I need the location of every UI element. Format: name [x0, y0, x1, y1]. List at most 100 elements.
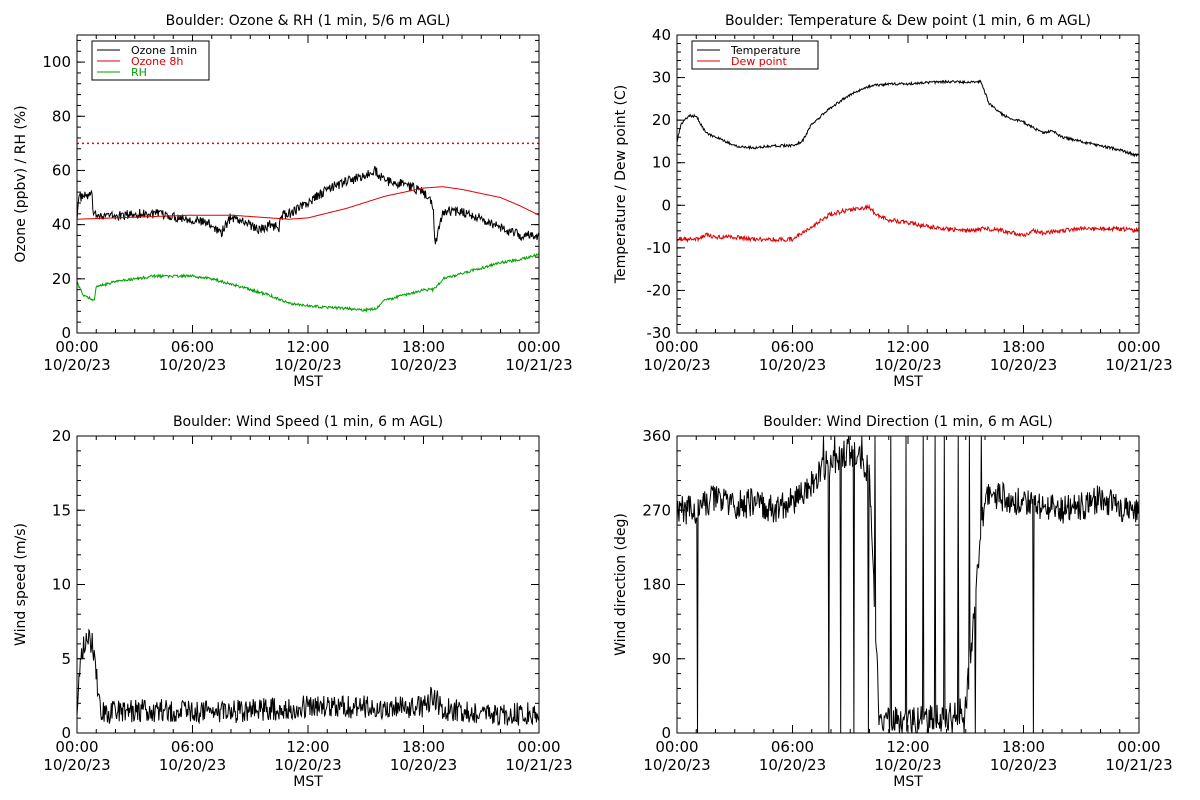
chart-title: Boulder: Wind Speed (1 min, 6 m AGL) [173, 414, 443, 430]
x-tick-label-date: 10/20/23 [274, 356, 341, 374]
plot-area [77, 142, 539, 314]
x-tick-label-date: 10/20/23 [990, 756, 1057, 774]
y-tick-label: 270 [642, 501, 671, 519]
y-tick-label: 80 [52, 107, 71, 125]
x-tick-label-date: 10/21/23 [505, 756, 572, 774]
y-tick-label: 20 [52, 270, 71, 288]
series-line-rh [77, 253, 539, 314]
ozone-rh-panel: Boulder: Ozone & RH (1 min, 5/6 m AGL) Oz… [13, 13, 573, 390]
y-tick-label: 100 [42, 53, 71, 71]
plot-frame [676, 435, 1140, 734]
y-tick-label: 40 [52, 216, 71, 234]
legend-label: Temperature [730, 44, 801, 57]
plot-area [677, 436, 1139, 733]
wind-direction-panel: Boulder: Wind Direction (1 min, 6 m AGL)… [613, 414, 1173, 790]
chart-title: Boulder: Temperature & Dew point (1 min,… [725, 13, 1091, 29]
plot-frame [76, 34, 540, 334]
series-line-wind-speed [77, 628, 539, 726]
series-line-wind-direction [677, 436, 1139, 733]
x-tick-label-date: 10/21/23 [1105, 356, 1172, 374]
y-tick-label: 60 [52, 161, 71, 179]
x-tick-label-time: 12:00 [886, 738, 929, 756]
x-axis-label: MST [293, 374, 323, 390]
y-tick-label: 10 [52, 576, 71, 594]
x-tick-label-date: 10/20/23 [43, 756, 110, 774]
y-axis-label: Wind direction (deg) [613, 513, 629, 656]
x-tick-label-time: 18:00 [1002, 338, 1045, 356]
x-tick-label-date: 10/20/23 [159, 756, 226, 774]
x-tick-label-date: 10/20/23 [390, 356, 457, 374]
x-tick-label-date: 10/20/23 [274, 756, 341, 774]
x-tick-label-date: 10/20/23 [874, 756, 941, 774]
series-line-temperature [677, 79, 1139, 158]
legend-label: Dew point [731, 55, 787, 68]
x-tick-label-date: 10/21/23 [1105, 756, 1172, 774]
x-tick-label-date: 10/20/23 [159, 356, 226, 374]
x-tick-label-date: 10/20/23 [990, 356, 1057, 374]
x-axis-label: MST [893, 774, 923, 790]
x-tick-label-date: 10/20/23 [390, 756, 457, 774]
y-tick-label: 15 [52, 501, 71, 519]
legend-label: Ozone 1min [131, 44, 197, 57]
legend-label: Ozone 8h [131, 55, 183, 68]
y-tick-label: 90 [652, 650, 671, 668]
y-tick-label: 360 [642, 427, 671, 445]
plot-frame [676, 34, 1140, 334]
x-tick-label-time: 00:00 [655, 338, 698, 356]
x-tick-label-time: 00:00 [517, 338, 560, 356]
x-tick-label-time: 00:00 [55, 338, 98, 356]
y-tick-label: -20 [647, 281, 672, 299]
series-line-dew-point [677, 203, 1139, 243]
y-axis-label: Temperature / Dew point (C) [613, 85, 629, 284]
y-axis-label: Wind speed (m/s) [13, 523, 29, 646]
y-tick-label: 5 [61, 650, 71, 668]
x-tick-label-date: 10/20/23 [43, 356, 110, 374]
x-tick-label-time: 00:00 [655, 738, 698, 756]
plot-frame [76, 435, 540, 734]
x-tick-label-time: 00:00 [1117, 738, 1160, 756]
y-tick-label: 20 [52, 427, 71, 445]
x-tick-label-time: 00:00 [517, 738, 560, 756]
x-tick-label-time: 06:00 [771, 738, 814, 756]
chart-title: Boulder: Wind Direction (1 min, 6 m AGL) [763, 414, 1052, 430]
y-tick-label: 180 [642, 576, 671, 594]
series-line-ozone-1min [77, 165, 539, 245]
y-tick-label: 30 [652, 69, 671, 87]
y-tick-label: 20 [652, 111, 671, 129]
x-tick-label-date: 10/20/23 [759, 756, 826, 774]
x-tick-label-date: 10/20/23 [874, 356, 941, 374]
chart-title: Boulder: Ozone & RH (1 min, 5/6 m AGL) [166, 13, 451, 29]
x-tick-label-time: 00:00 [1117, 338, 1160, 356]
wind-speed-panel: Boulder: Wind Speed (1 min, 6 m AGL) Wind… [13, 414, 573, 790]
x-tick-label-date: 10/21/23 [505, 356, 572, 374]
x-tick-label-time: 18:00 [1002, 738, 1045, 756]
x-tick-label-time: 06:00 [171, 338, 214, 356]
y-tick-label: 10 [652, 154, 671, 172]
legend-box [691, 40, 819, 70]
y-tick-label: 0 [61, 324, 71, 342]
x-axis-label: MST [293, 774, 323, 790]
x-tick-label-time: 12:00 [286, 338, 329, 356]
series-line-ozone-8h [77, 186, 539, 220]
plot-area [677, 79, 1139, 243]
y-tick-label: 40 [652, 26, 671, 44]
x-tick-label-time: 12:00 [886, 338, 929, 356]
legend-label: RH [131, 66, 147, 79]
x-tick-label-time: 18:00 [402, 738, 445, 756]
y-tick-label: 0 [661, 196, 671, 214]
x-tick-label-time: 12:00 [286, 738, 329, 756]
plot-area [77, 628, 539, 726]
y-tick-label: -30 [647, 324, 672, 342]
x-tick-label-time: 06:00 [771, 338, 814, 356]
x-axis-label: MST [893, 374, 923, 390]
x-tick-label-date: 10/20/23 [643, 756, 710, 774]
y-axis-label: Ozone (ppbv) / RH (%) [13, 105, 29, 262]
x-tick-label-time: 06:00 [171, 738, 214, 756]
y-tick-label: 0 [61, 724, 71, 742]
x-tick-label-time: 18:00 [402, 338, 445, 356]
x-tick-label-time: 00:00 [55, 738, 98, 756]
y-tick-label: -10 [647, 239, 672, 257]
temperature-dewpoint-panel: Boulder: Temperature & Dew point (1 min,… [613, 13, 1173, 390]
x-tick-label-date: 10/20/23 [643, 356, 710, 374]
